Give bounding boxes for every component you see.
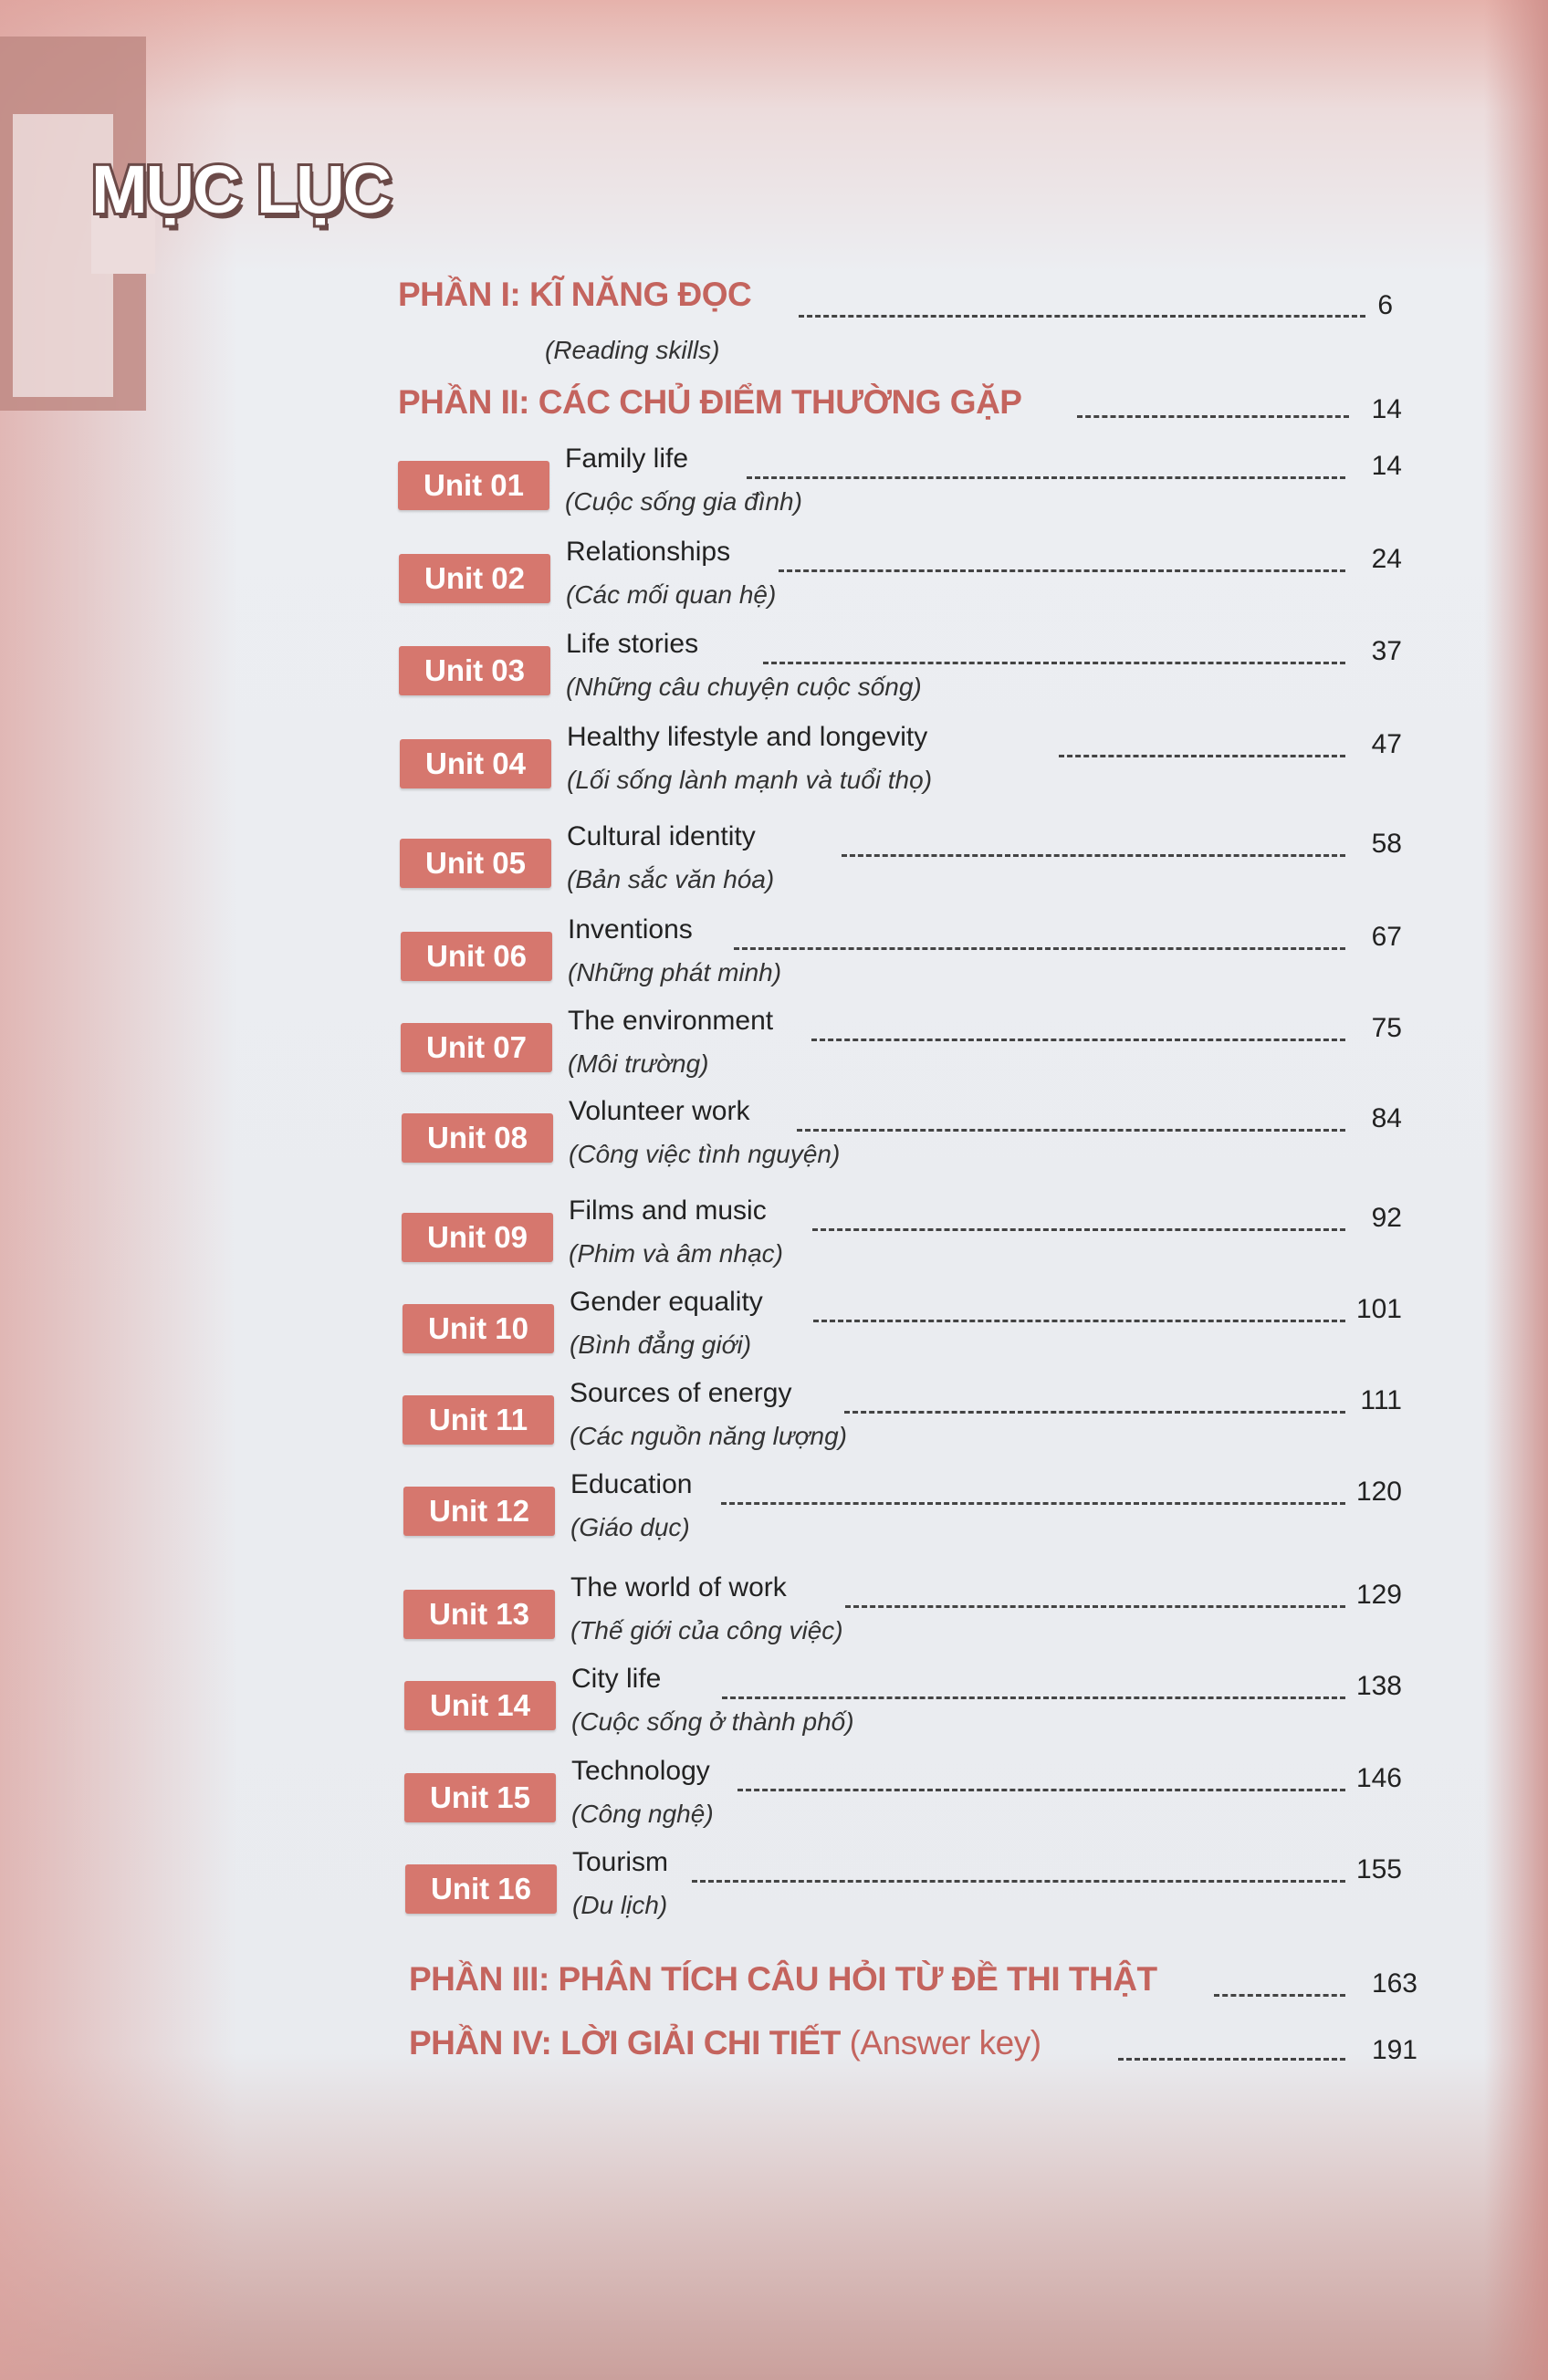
- unit-subtitle: (Phim và âm nhạc): [569, 1239, 783, 1268]
- page-title: MỤC LỤC: [89, 149, 394, 230]
- unit-badge: Unit 02: [399, 554, 550, 603]
- unit-title: Gender equality: [570, 1287, 763, 1317]
- leader-dots: [737, 1789, 1345, 1791]
- unit-page: 155: [1355, 1854, 1402, 1884]
- leader-dots: [799, 315, 1365, 318]
- unit-subtitle: (Du lịch): [572, 1891, 668, 1919]
- unit-page: 84: [1371, 1103, 1402, 1133]
- unit-title: The world of work: [570, 1572, 787, 1602]
- unit-page: 67: [1371, 922, 1402, 952]
- unit-badge: Unit 01: [398, 461, 549, 510]
- part-1-subtitle: (Reading skills): [545, 336, 720, 364]
- leader-dots: [842, 854, 1345, 857]
- part-4-heading: PHẦN IV: LỜI GIẢI CHI TIẾT (Answer key): [409, 2024, 1041, 2062]
- unit-badge: Unit 11: [403, 1395, 554, 1445]
- page-shadow-right: [1484, 0, 1548, 2380]
- unit-subtitle: (Thế giới của công việc): [570, 1616, 843, 1644]
- part-3-heading: PHẦN III: PHÂN TÍCH CÂU HỎI TỪ ĐỀ THI TH…: [409, 1960, 1157, 1998]
- unit-page: 14: [1371, 451, 1402, 481]
- leader-dots: [722, 1696, 1345, 1699]
- unit-page: 111: [1360, 1385, 1402, 1415]
- unit-subtitle: (Các nguồn năng lượng): [570, 1422, 847, 1450]
- unit-subtitle: (Môi trường): [568, 1049, 709, 1078]
- unit-page: 47: [1371, 729, 1402, 759]
- unit-badge: Unit 12: [403, 1487, 555, 1536]
- part-2-heading: PHẦN II: CÁC CHỦ ĐIỂM THƯỜNG GẶP: [398, 383, 1022, 421]
- unit-badge: Unit 14: [404, 1681, 556, 1730]
- unit-badge: Unit 09: [402, 1213, 553, 1262]
- unit-title: The environment: [568, 1006, 774, 1036]
- leader-dots: [1077, 415, 1349, 418]
- unit-badge: Unit 04: [400, 739, 551, 788]
- part-1-heading: PHẦN I: KĨ NĂNG ĐỌC: [398, 276, 752, 313]
- unit-title: Sources of energy: [570, 1378, 792, 1408]
- unit-title: City life: [571, 1664, 662, 1694]
- unit-title: Volunteer work: [569, 1096, 750, 1126]
- leader-dots: [721, 1502, 1345, 1505]
- unit-title: Inventions: [568, 914, 693, 945]
- unit-title: Relationships: [566, 537, 731, 567]
- leader-dots: [779, 569, 1345, 572]
- unit-subtitle: (Cuộc sống ở thành phố): [571, 1707, 854, 1736]
- leader-dots: [1118, 2058, 1345, 2061]
- unit-subtitle: (Công nghệ): [571, 1800, 714, 1828]
- unit-badge: Unit 10: [403, 1304, 554, 1353]
- unit-page: 138: [1355, 1671, 1402, 1701]
- leader-dots: [811, 1039, 1345, 1041]
- unit-title: Cultural identity: [567, 821, 756, 851]
- part-3-page: 163: [1371, 1968, 1417, 1999]
- unit-title: Films and music: [569, 1195, 767, 1226]
- unit-subtitle: (Giáo dục): [570, 1513, 690, 1541]
- unit-badge: Unit 13: [403, 1590, 555, 1639]
- unit-page: 101: [1355, 1294, 1402, 1324]
- unit-title: Family life: [565, 444, 689, 474]
- part-1-page: 6: [1377, 290, 1393, 320]
- leader-dots: [813, 1320, 1345, 1322]
- part-4-label: PHẦN IV: LỜI GIẢI CHI TIẾT: [409, 2024, 841, 2062]
- unit-badge: Unit 16: [405, 1864, 557, 1914]
- decorative-frame-gap: [91, 210, 155, 274]
- part-2-page: 14: [1371, 394, 1402, 424]
- part-4-suffix: (Answer key): [849, 2024, 1041, 2062]
- unit-page: 58: [1371, 829, 1402, 859]
- unit-subtitle: (Những câu chuyện cuộc sống): [566, 673, 922, 701]
- leader-dots: [812, 1228, 1345, 1231]
- unit-subtitle: (Cuộc sống gia đình): [565, 487, 802, 516]
- leader-dots: [1214, 1994, 1345, 1997]
- unit-subtitle: (Bình đẳng giới): [570, 1331, 752, 1359]
- leader-dots: [1059, 755, 1345, 757]
- part-4-page: 191: [1371, 2035, 1417, 2065]
- unit-subtitle: (Các mối quan hệ): [566, 580, 777, 609]
- unit-subtitle: (Công việc tình nguyện): [569, 1140, 841, 1168]
- unit-badge: Unit 03: [399, 646, 550, 695]
- unit-badge: Unit 15: [404, 1773, 556, 1822]
- unit-subtitle: (Những phát minh): [568, 958, 782, 986]
- leader-dots: [763, 662, 1345, 664]
- leader-dots: [747, 476, 1345, 479]
- unit-page: 24: [1371, 544, 1402, 574]
- unit-title: Tourism: [572, 1847, 669, 1877]
- leader-dots: [734, 947, 1345, 950]
- unit-page: 37: [1371, 636, 1402, 666]
- leader-dots: [844, 1411, 1345, 1414]
- unit-page: 75: [1371, 1013, 1402, 1043]
- unit-title: Education: [570, 1469, 693, 1499]
- leader-dots: [692, 1880, 1345, 1883]
- unit-page: 120: [1355, 1477, 1402, 1507]
- unit-page: 129: [1355, 1580, 1402, 1610]
- unit-badge: Unit 08: [402, 1113, 553, 1163]
- unit-title: Technology: [571, 1756, 710, 1786]
- unit-subtitle: (Bản sắc văn hóa): [567, 865, 775, 893]
- unit-title: Life stories: [566, 629, 699, 659]
- leader-dots: [797, 1129, 1345, 1132]
- leader-dots: [845, 1605, 1345, 1608]
- unit-page: 92: [1371, 1203, 1402, 1233]
- unit-badge: Unit 07: [401, 1023, 552, 1072]
- unit-title: Healthy lifestyle and longevity: [567, 722, 928, 752]
- unit-badge: Unit 06: [401, 932, 552, 981]
- unit-badge: Unit 05: [400, 839, 551, 888]
- unit-subtitle: (Lối sống lành mạnh và tuổi thọ): [567, 766, 933, 794]
- unit-page: 146: [1355, 1763, 1402, 1793]
